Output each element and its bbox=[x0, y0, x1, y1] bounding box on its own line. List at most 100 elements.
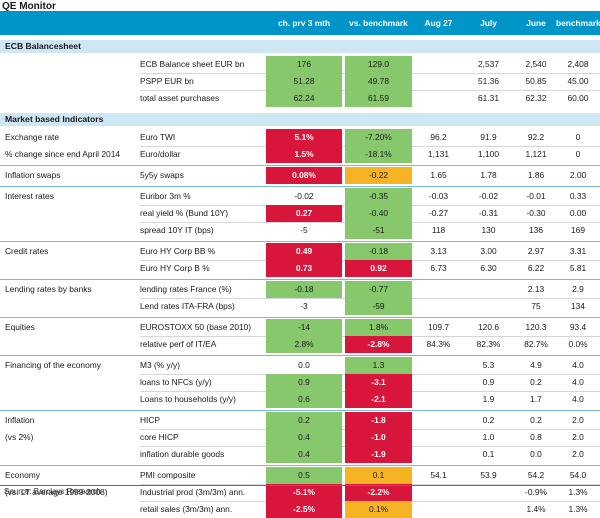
vs-benchmark-value: -3.1 bbox=[345, 374, 412, 391]
row-label bbox=[5, 260, 140, 277]
june-value: 6.22 bbox=[527, 263, 545, 273]
table-row: relative perf of IT/EA 2.8% -2.8% 84.3% 82.3… bbox=[0, 336, 600, 353]
header-aug-27: Aug 27 bbox=[424, 18, 453, 28]
july-value: 0.1 bbox=[482, 449, 495, 459]
group-divider bbox=[0, 317, 600, 318]
change-prev-3m-value: 0.08% bbox=[266, 167, 342, 184]
row-label bbox=[5, 90, 140, 107]
july-value bbox=[461, 501, 516, 518]
aug-27-value: 84.3% bbox=[426, 339, 451, 349]
table-row: (vs 2%) core HICP 0.4 -1.0 1.0 0.8 2.0 bbox=[0, 429, 600, 446]
row-label: (vs 2%) bbox=[5, 432, 34, 442]
indicator-name: EUROSTOXX 50 (base 2010) bbox=[140, 322, 252, 332]
june-value: 0.0 bbox=[530, 449, 542, 459]
aug-27-value bbox=[416, 73, 461, 90]
section-title: Market based Indicators bbox=[5, 114, 104, 124]
indicator-name: Industrial prod (3m/3m) ann. bbox=[140, 487, 246, 497]
row-label: (vs. LT average 1999-2008) bbox=[5, 487, 108, 497]
aug-27-value bbox=[416, 429, 461, 446]
indicator-name: HICP bbox=[140, 415, 161, 425]
june-value: 75 bbox=[531, 301, 541, 311]
change-prev-3m-value: 0.27 bbox=[266, 205, 342, 222]
source-note: Source: Barclays Research bbox=[4, 487, 101, 496]
benchmark-value: 60.00 bbox=[567, 93, 589, 103]
vs-benchmark-value: -0.40 bbox=[345, 205, 412, 222]
table-row: Exchange rate Euro TWI 5.1% -7.20% 96.2 91.9 9… bbox=[0, 129, 600, 146]
indicator-name: Euro TWI bbox=[140, 132, 176, 142]
section-header: ECB Balancesheet bbox=[0, 40, 600, 53]
aug-27-value bbox=[416, 446, 461, 463]
aug-27-value bbox=[416, 391, 461, 408]
benchmark-value: 0.33 bbox=[569, 191, 587, 201]
june-value: 1.4% bbox=[526, 504, 546, 514]
aug-27-value bbox=[416, 412, 461, 429]
vs-benchmark-value: -1.0 bbox=[345, 429, 412, 446]
benchmark-value: 0.0% bbox=[568, 339, 588, 349]
change-prev-3m-value: 0.2 bbox=[266, 412, 342, 429]
indicator-name: real yield % (Bund 10Y) bbox=[140, 208, 228, 218]
july-value: 6.30 bbox=[480, 263, 497, 273]
june-value: 82.7% bbox=[524, 339, 548, 349]
table-row: spread 10Y IT (bps) -5 -51 118 130 136 169 bbox=[0, 222, 600, 239]
indicator-name: Loans to households (y/y) bbox=[140, 394, 236, 404]
table-row: Loans to households (y/y) 0.6 -2.1 1.9 1.7 4.… bbox=[0, 391, 600, 408]
july-value: 53.9 bbox=[480, 470, 497, 480]
indicator-name: total asset purchases bbox=[140, 93, 220, 103]
indicator-name: Lend rates ITA-FRA (bps) bbox=[140, 301, 235, 311]
indicator-name: Euro/dollar bbox=[140, 149, 181, 159]
row-label bbox=[5, 222, 140, 239]
june-value: 136 bbox=[529, 225, 543, 235]
row-label bbox=[5, 391, 140, 408]
indicator-name: lending rates France (%) bbox=[140, 284, 232, 294]
benchmark-value: 4.0 bbox=[572, 394, 584, 404]
benchmark-value: 0 bbox=[575, 132, 581, 142]
benchmark-value: 2.00 bbox=[569, 170, 587, 180]
change-prev-3m-value: 0.49 bbox=[266, 243, 342, 260]
july-value: 51.36 bbox=[478, 76, 499, 86]
row-label bbox=[5, 205, 140, 222]
change-prev-3m-value: -14 bbox=[266, 319, 342, 336]
june-value: -0.01 bbox=[526, 191, 546, 201]
vs-benchmark-value: 49.78 bbox=[345, 73, 412, 90]
aug-27-value: 109.7 bbox=[428, 322, 449, 332]
change-prev-3m-value: -2.5% bbox=[266, 501, 342, 518]
aug-27-value bbox=[416, 484, 461, 501]
row-label bbox=[5, 446, 140, 463]
indicator-name: PSPP EUR bn bbox=[140, 76, 194, 86]
vs-benchmark-value: -0.18 bbox=[345, 243, 412, 260]
vs-benchmark-value: 129.0 bbox=[345, 56, 412, 73]
row-label: Financing of the economy bbox=[5, 360, 101, 370]
row-label: Credit rates bbox=[5, 246, 49, 256]
indicator-name: Euro HY Corp BB % bbox=[140, 246, 216, 256]
vs-benchmark-value: -1.9 bbox=[345, 446, 412, 463]
group-divider bbox=[0, 465, 600, 466]
july-value: -0.31 bbox=[478, 208, 499, 218]
vs-benchmark-value: -0.22 bbox=[345, 167, 412, 184]
july-value: -0.02 bbox=[478, 191, 499, 201]
header-june: June bbox=[526, 18, 546, 28]
vs-benchmark-value: -2.2% bbox=[345, 484, 412, 501]
table-header: ch. prv 3 mth vs. benchmark Aug 27 July … bbox=[0, 11, 600, 35]
indicator-name: M3 (% y/y) bbox=[140, 360, 181, 370]
benchmark-value: 4.0 bbox=[572, 377, 584, 387]
aug-27-value bbox=[416, 281, 461, 298]
benchmark-value: 2.0 bbox=[572, 449, 584, 459]
change-prev-3m-value: 0.5 bbox=[266, 467, 342, 484]
july-value: 5.3 bbox=[482, 360, 495, 370]
table-row: % change since end April 2014 Euro/dollar… bbox=[0, 146, 600, 163]
group-divider bbox=[0, 241, 600, 242]
benchmark-value: 4.0 bbox=[572, 360, 584, 370]
row-label bbox=[5, 298, 140, 315]
july-value: 0.9 bbox=[482, 377, 495, 387]
table-row: inflation durable goods 0.4 -1.9 0.1 0.0 2.0 bbox=[0, 446, 600, 463]
table-row: Lend rates ITA-FRA (bps) -3 -59 75 134 bbox=[0, 298, 600, 315]
aug-27-value bbox=[416, 298, 461, 315]
june-value: 120.3 bbox=[525, 322, 547, 332]
table-row: Financing of the economy M3 (% y/y) 0.0 1.3… bbox=[0, 357, 600, 374]
aug-27-value: -0.27 bbox=[428, 208, 449, 218]
indicator-name: relative perf of IT/EA bbox=[140, 339, 217, 349]
change-prev-3m-value: 0.4 bbox=[266, 429, 342, 446]
row-label: % change since end April 2014 bbox=[5, 149, 121, 159]
june-value: 0.2 bbox=[530, 377, 542, 387]
row-label bbox=[5, 501, 140, 518]
